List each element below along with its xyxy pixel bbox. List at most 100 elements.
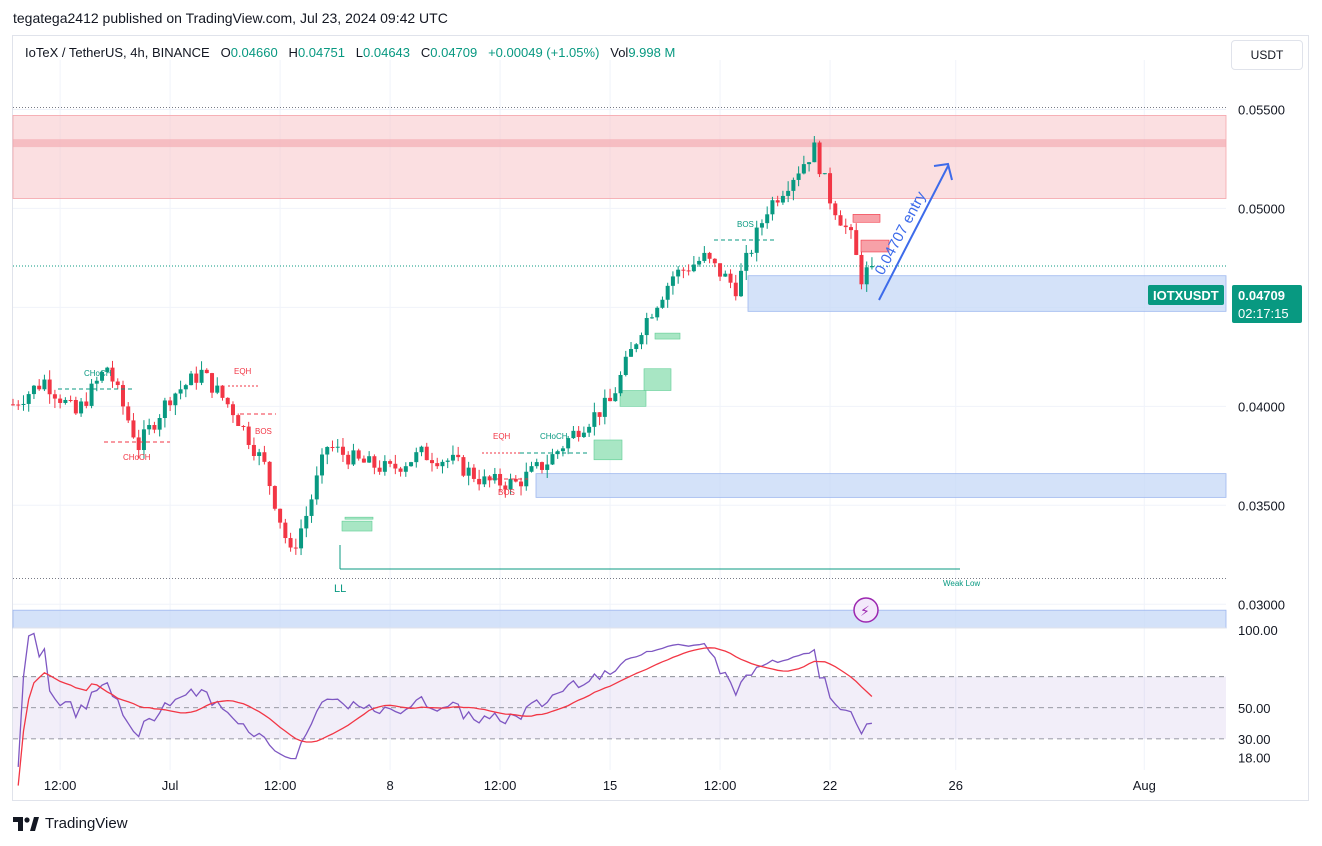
candle-body: [859, 254, 864, 285]
footer-brand[interactable]: TradingView: [13, 815, 128, 832]
candle-body: [183, 385, 188, 390]
candle-body: [346, 454, 351, 465]
price-badge-bg: [1232, 285, 1302, 323]
eqh-label-2: EQH: [493, 432, 511, 441]
candle-body: [487, 476, 492, 481]
rsi-tick-label: 18.00: [1238, 751, 1271, 766]
bos-label-1: BOS: [255, 427, 272, 436]
order-block-box: [852, 214, 881, 223]
tradingview-logo-icon: [13, 816, 39, 831]
candle-body: [435, 463, 440, 467]
candle-body: [94, 380, 99, 384]
candle-body: [649, 317, 654, 319]
candle-body: [26, 394, 31, 404]
candle-body: [461, 457, 466, 476]
currency-button[interactable]: USDT: [1231, 40, 1303, 70]
weak-low-label: Weak Low: [943, 579, 980, 588]
candle-body: [429, 460, 434, 464]
price-badge-value: 0.04709: [1238, 288, 1285, 303]
flash-icon-glyph: ⚡: [860, 604, 870, 620]
candle-body: [73, 400, 78, 414]
time-tick-label: 12:00: [44, 778, 77, 793]
candle-body: [309, 499, 314, 516]
candle-body: [257, 452, 262, 456]
candle-body: [801, 164, 806, 174]
candle-body: [864, 267, 869, 285]
candle-body: [79, 401, 84, 414]
candle-body: [571, 430, 576, 439]
candle-body: [608, 397, 613, 402]
time-tick-label: Aug: [1133, 778, 1156, 793]
candle-body: [697, 260, 702, 265]
time-tick-label: 12:00: [704, 778, 737, 793]
price-badge-countdown: 02:17:15: [1238, 306, 1289, 321]
entry-label: 0.04707 entry: [872, 188, 930, 277]
entry-arrow-head: [933, 162, 953, 181]
candle-body: [262, 452, 267, 462]
candle-body: [843, 225, 848, 228]
entry-arrow: [878, 165, 949, 301]
candle-body: [52, 394, 57, 399]
candle-body: [320, 454, 325, 476]
candle-body: [623, 356, 628, 375]
fvg-box: [344, 516, 374, 520]
close-value: 0.04709: [430, 45, 478, 60]
candle-body: [670, 276, 675, 286]
candle-body: [367, 456, 372, 463]
candle-body: [833, 203, 838, 216]
candle-body: [100, 371, 105, 381]
candle-body: [655, 307, 660, 318]
candle-body: [812, 142, 817, 163]
candle-body: [105, 367, 110, 372]
candle-body: [330, 446, 335, 448]
candle-body: [372, 456, 377, 468]
candle-body: [780, 195, 785, 203]
rsi-line: [17, 632, 872, 767]
fvg-box: [341, 520, 373, 532]
candle-body: [665, 285, 670, 300]
demand-zone: [535, 473, 1227, 498]
candle-body: [681, 269, 686, 271]
candle-body: [618, 374, 623, 394]
candle-body: [393, 463, 398, 469]
candle-body: [141, 429, 146, 451]
candle-body: [162, 400, 167, 419]
rsi-tick-label: 100.00: [1238, 623, 1278, 638]
candle-body: [267, 461, 272, 487]
bos-label-2: BOS: [498, 488, 515, 497]
candle-body: [854, 230, 859, 255]
overlay: LL Weak Low CHoCH CHoCH EQH BOS EQH CHoC…: [58, 162, 980, 623]
candle-body: [508, 478, 513, 490]
candle-body: [131, 420, 136, 438]
order-block-box: [860, 239, 890, 253]
symbol-name[interactable]: IoTeX / TetherUS, 4h, BINANCE: [25, 45, 210, 60]
candle-body: [560, 448, 565, 452]
flash-icon[interactable]: [853, 597, 879, 623]
candle-body: [147, 425, 152, 430]
candle-body: [691, 264, 696, 272]
price-axis[interactable]: 0.055000.050000.045000.040000.035000.030…: [1238, 102, 1285, 612]
candle-body: [173, 393, 178, 406]
candle-body: [602, 397, 607, 417]
candle-body: [749, 252, 754, 254]
candle-body: [676, 269, 681, 277]
fvg-box: [643, 368, 672, 391]
candle-body: [409, 462, 414, 467]
price-tick-label: 0.05000: [1238, 201, 1285, 216]
candle-body: [403, 466, 408, 472]
time-axis[interactable]: 12:00 Jul 12:00 8 12:00 15 12:00 22 26 Aug: [44, 778, 1156, 793]
candle-body: [817, 142, 822, 175]
price-badge: IOTXUSDT 0.04709 02:17:15: [1148, 285, 1302, 323]
candle-body: [278, 508, 283, 523]
candle-body: [869, 266, 874, 268]
candle-body: [456, 454, 461, 458]
open-label: O: [220, 45, 231, 60]
demand-zone: [747, 275, 1227, 312]
rsi-tick-label: 50.00: [1238, 701, 1271, 716]
candle-body: [807, 162, 812, 165]
candle-body: [471, 467, 476, 479]
volume-label: Vol: [610, 45, 629, 60]
candle-body: [529, 466, 534, 472]
candle-body: [382, 461, 387, 472]
